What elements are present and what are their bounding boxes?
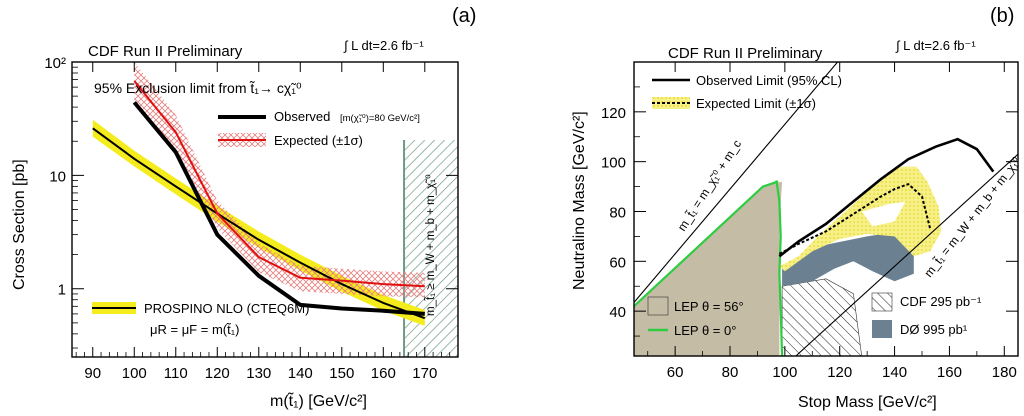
y-tick-label-b: 120: [601, 105, 626, 122]
x-tick-label-b: 60: [667, 364, 684, 381]
legend-cdf-swatch: [871, 292, 893, 312]
legend-lep56-label: LEP θ = 56°: [674, 299, 744, 314]
panel-b-title: CDF Run II Preliminary: [668, 45, 823, 62]
panel-b-axes: 60 80 100 120 140 160 180 40 60 80 100 120: [601, 62, 1018, 381]
panel-a-subtitle: 95% Exclusion limit from t̃₁→ cχ̃₁⁰: [94, 80, 302, 96]
legend-lep0-label: LEP θ = 0°: [674, 323, 736, 338]
panel-a-luminosity: ∫ L dt=2.6 fb⁻¹: [343, 38, 424, 53]
x-tick-label-a: 170: [412, 365, 437, 382]
legend-observed-label: Observed: [274, 109, 330, 124]
lep0-boundary: [634, 180, 784, 356]
prospino-line: [92, 127, 426, 320]
kinematic-line-1: [634, 62, 839, 303]
legend-observed-note: [m(χ̃₁⁰)=80 GeV/c²]: [340, 113, 420, 124]
panel-b-xlabel: Stop Mass [GeV/c²]: [798, 394, 937, 411]
expected-limit-band: [779, 166, 942, 272]
kinematic-line-2: [795, 153, 1018, 356]
legend-expected-label: Expected (±1σ): [274, 133, 363, 148]
panel-b-plot-area: [634, 62, 1018, 356]
x-tick-label-a: 140: [288, 365, 313, 382]
panel-b-label: (b): [990, 5, 1014, 27]
y-tick-label-b: 100: [601, 155, 626, 172]
expected-limit-line: [778, 182, 932, 255]
legend-cdf-label: CDF 295 pb⁻¹: [900, 294, 982, 309]
panel-a-title: CDF Run II Preliminary: [88, 43, 243, 60]
lep56-region: [634, 181, 783, 356]
y-tick-label-a: 1: [58, 282, 66, 299]
legend-prospino-label: PROSPINO NLO (CTEQ6M): [144, 301, 309, 316]
expected-band: [134, 62, 425, 298]
panel-b-ylabel: Neutralino Mass [GeV/c²]: [571, 111, 588, 290]
y-tick-label-b: 60: [609, 254, 626, 271]
x-tick-label-b: 140: [882, 364, 907, 381]
y-tick-label-a: 10: [49, 168, 66, 185]
legend-scale-label: μR = μF = m(t̃₁): [150, 322, 239, 337]
excluded-region-label: m_t̃₁ ≥ m_W + m_b + m_χ̃₁⁰: [424, 174, 437, 316]
band-gap: [861, 201, 906, 227]
legend-d0-label: DØ 995 pb¹: [900, 322, 968, 337]
y-tick-label-a: 10²: [44, 55, 66, 72]
x-tick-label-a: 90: [84, 365, 101, 382]
y-tick-label-b: 80: [609, 204, 626, 221]
x-tick-label-a: 110: [164, 365, 188, 382]
observed-line: [132, 101, 425, 316]
y-tick-label-b: 40: [609, 304, 626, 321]
x-tick-label-a: 120: [205, 365, 230, 382]
x-tick-label-b: 180: [992, 364, 1017, 381]
x-tick-label-b: 80: [722, 364, 739, 381]
x-tick-label-a: 130: [246, 365, 271, 382]
x-tick-label-a: 100: [122, 365, 147, 382]
cdf-region: [781, 278, 863, 356]
legend-expected-limit-label: Expected Limit (±1σ): [696, 96, 816, 111]
panel-a-xlabel: m(t̃₁) [GeV/c²]: [270, 391, 367, 410]
panel-b: (b) CDF Run II Preliminary ∫ L dt=2.6 fb…: [571, 5, 1024, 411]
x-tick-label-b: 160: [937, 364, 962, 381]
panel-b-luminosity: ∫ L dt=2.6 fb⁻¹: [895, 38, 976, 53]
legend-observed-limit-label: Observed Limit (95% CL): [696, 73, 842, 88]
legend-expected-limit-band-swatch: [652, 97, 690, 109]
panel-a-ylabel: Cross Section [pb]: [11, 159, 28, 290]
panel-a-plot-area: [92, 62, 458, 357]
x-tick-label-b: 120: [827, 364, 852, 381]
panel-b-frame: [633, 61, 1019, 357]
observed-limit-line: [778, 137, 995, 258]
x-tick-label-b: 100: [772, 364, 797, 381]
x-tick-label-a: 160: [371, 365, 396, 382]
x-tick-label-a: 150: [329, 365, 354, 382]
panel-a: (a) CDF Run II Preliminary ∫ L dt=2.6 fb…: [11, 5, 476, 410]
d0-region: [782, 231, 914, 287]
legend-d0-swatch: [872, 320, 892, 338]
legend-lep56-swatch: [647, 296, 669, 316]
expected-line: [133, 80, 425, 288]
panel-a-label: (a): [452, 5, 476, 27]
